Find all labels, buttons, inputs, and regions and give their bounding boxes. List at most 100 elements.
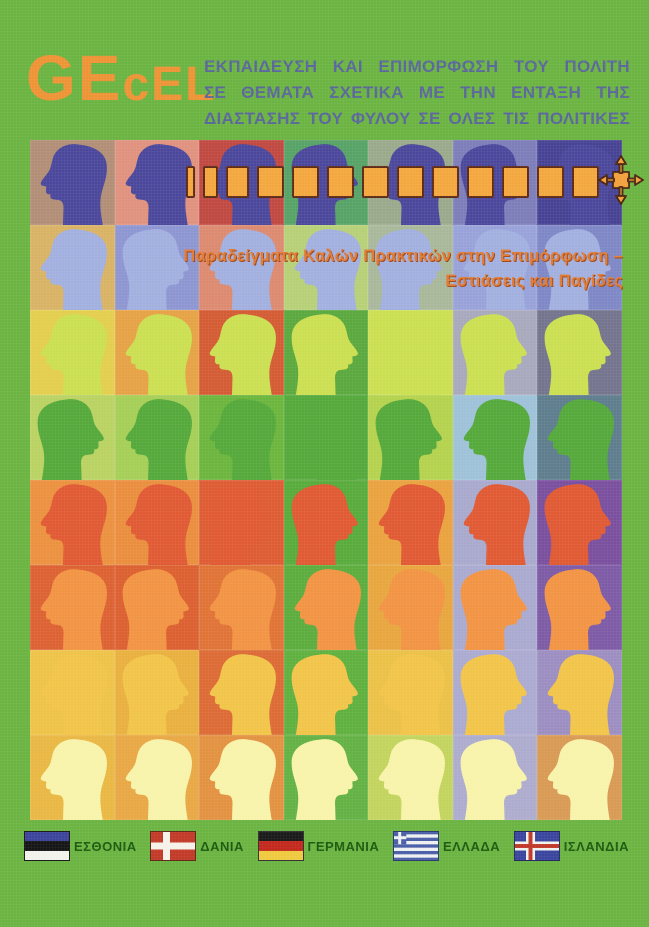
mosaic-cell: [199, 310, 284, 395]
progress-segment: [537, 166, 564, 198]
head-silhouette-icon: [125, 739, 192, 820]
mosaic-cell: [368, 735, 453, 820]
head-silhouette-icon: [291, 654, 358, 735]
head-silhouette-icon: [294, 399, 361, 480]
mosaic-cell: [114, 735, 200, 820]
mosaic-cell: [114, 650, 200, 735]
head-silhouette-icon: [548, 739, 615, 820]
head-silhouette-icon: [463, 484, 530, 565]
head-silhouette-icon: [206, 484, 273, 565]
mosaic-cell: [199, 225, 284, 310]
subtitle-line-1: Παραδείγματα Καλών Πρακτικών στην Επιμόρ…: [183, 247, 623, 265]
head-silhouette-icon: [545, 569, 612, 650]
mosaic-cell: [452, 735, 538, 820]
head-silhouette-icon: [209, 739, 277, 820]
country-estonia: ΕΣΘΟΝΙΑ: [24, 831, 137, 861]
mosaic-cell: [368, 395, 453, 480]
progress-segment: [397, 166, 424, 198]
mosaic-cell: [30, 480, 115, 565]
head-silhouette-icon: [379, 654, 446, 735]
head-silhouette-icon: [548, 399, 615, 480]
head-silhouette-icon: [40, 484, 107, 565]
mosaic-cell: [452, 395, 538, 480]
mosaic-cell: [114, 395, 200, 480]
progress-segment: [362, 166, 389, 198]
progress-segment: [292, 166, 319, 198]
head-silhouette-icon: [379, 314, 446, 395]
subtitle-line-2: Εστιάσεις και Παγίδες: [445, 272, 623, 290]
progress-segment: [572, 166, 599, 198]
mosaic-cell: [199, 735, 284, 820]
mosaic-cell: [537, 395, 622, 480]
mosaic-cell: [368, 225, 453, 310]
head-silhouette-icon: [122, 569, 189, 650]
mosaic-cell: [114, 565, 200, 650]
mosaic-cell: [537, 225, 622, 310]
mosaic-cell: [452, 225, 538, 310]
head-silhouette-icon: [460, 739, 527, 820]
mosaic-cell: [114, 225, 200, 310]
head-silhouette-icon: [379, 569, 446, 650]
head-silhouette-icon: [40, 229, 107, 310]
gecel-logo: GE cEL: [26, 46, 217, 110]
title-line-2: ΣΕ ΘΕΜΑΤΑ ΣΧΕΤΙΚΑ ΜΕ ΤΗΝ ΕΝΤΑΞΗ ΤΗΣ: [204, 83, 630, 102]
mosaic-cell: [537, 565, 622, 650]
mosaic-cell: [368, 650, 453, 735]
mosaic-cell: [283, 735, 369, 820]
mosaic-cell: [368, 310, 453, 395]
country-label: ΕΣΘΟΝΙΑ: [74, 838, 137, 854]
head-silhouette-icon: [294, 569, 361, 650]
progress-segment: [203, 166, 218, 198]
mosaic-cell: [368, 565, 453, 650]
estonia-flag-icon: [24, 831, 70, 861]
mosaic-cell: [537, 480, 622, 565]
head-silhouette-icon: [379, 739, 446, 820]
head-silhouette-icon: [40, 739, 107, 820]
head-silhouette-icon: [545, 484, 612, 565]
head-silhouette-icon: [209, 399, 277, 480]
head-silhouette-icon: [40, 569, 107, 650]
head-silhouette-icon: [125, 484, 192, 565]
head-silhouette-icon: [125, 314, 192, 395]
mosaic-cell: [114, 480, 200, 565]
head-silhouette-icon: [40, 144, 107, 225]
country-label: ΕΛΛΑΔΑ: [442, 838, 501, 854]
progress-segment: [502, 166, 529, 198]
head-silhouette-icon: [375, 399, 443, 480]
poster-subtitle: Παραδείγματα Καλών Πρακτικών στην Επιμόρ…: [183, 244, 623, 294]
mosaic-cell: [30, 395, 115, 480]
head-silhouette-icon: [291, 314, 358, 395]
mosaic-cell: [30, 225, 115, 310]
head-silhouette-icon: [460, 314, 527, 395]
denmark-flag-icon: [150, 831, 197, 861]
country-denmark: ΔΑΝΙΑ: [150, 831, 244, 861]
progress-segment: [432, 166, 459, 198]
head-silhouette-icon: [209, 654, 277, 735]
head-silhouette-icon: [379, 484, 446, 565]
head-silhouette-icon: [209, 569, 277, 650]
mosaic-cell: [30, 735, 115, 820]
head-silhouette-icon: [291, 484, 358, 565]
mosaic-cell: [283, 650, 369, 735]
country-iceland: ΙΣΛΑΝΔΙΑ: [513, 831, 629, 861]
country-label: ΙΣΛΑΝΔΙΑ: [563, 838, 629, 854]
gecel-logo-part1: GE: [26, 42, 123, 114]
mosaic-cell: [537, 310, 622, 395]
four-way-arrow-icon: [598, 155, 644, 205]
mosaic-cell: [199, 395, 284, 480]
mosaic-cell: [452, 650, 538, 735]
head-silhouette-icon: [40, 654, 107, 735]
head-silhouette-icon: [548, 654, 615, 735]
head-silhouette-icon: [460, 569, 527, 650]
progress-segment: [257, 166, 284, 198]
mosaic-cell: [283, 225, 369, 310]
country-germany: ΓΕΡΜΑΝΙΑ: [257, 831, 380, 861]
mosaic-cell: [199, 650, 284, 735]
mosaic-cell: [283, 395, 369, 480]
head-mosaic: [30, 140, 622, 820]
head-silhouette-icon: [291, 739, 358, 820]
head-silhouette-icon: [463, 399, 530, 480]
mosaic-cell: [283, 310, 369, 395]
head-silhouette-icon: [40, 314, 107, 395]
